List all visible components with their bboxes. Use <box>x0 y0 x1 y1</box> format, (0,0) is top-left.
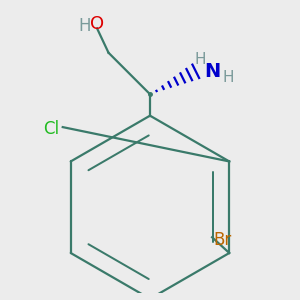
Text: Br: Br <box>214 231 232 249</box>
Text: H: H <box>194 52 206 68</box>
Text: Cl: Cl <box>43 119 59 137</box>
Text: H: H <box>223 70 234 85</box>
Text: H: H <box>79 16 91 34</box>
Text: N: N <box>204 62 220 81</box>
Text: O: O <box>90 15 104 33</box>
